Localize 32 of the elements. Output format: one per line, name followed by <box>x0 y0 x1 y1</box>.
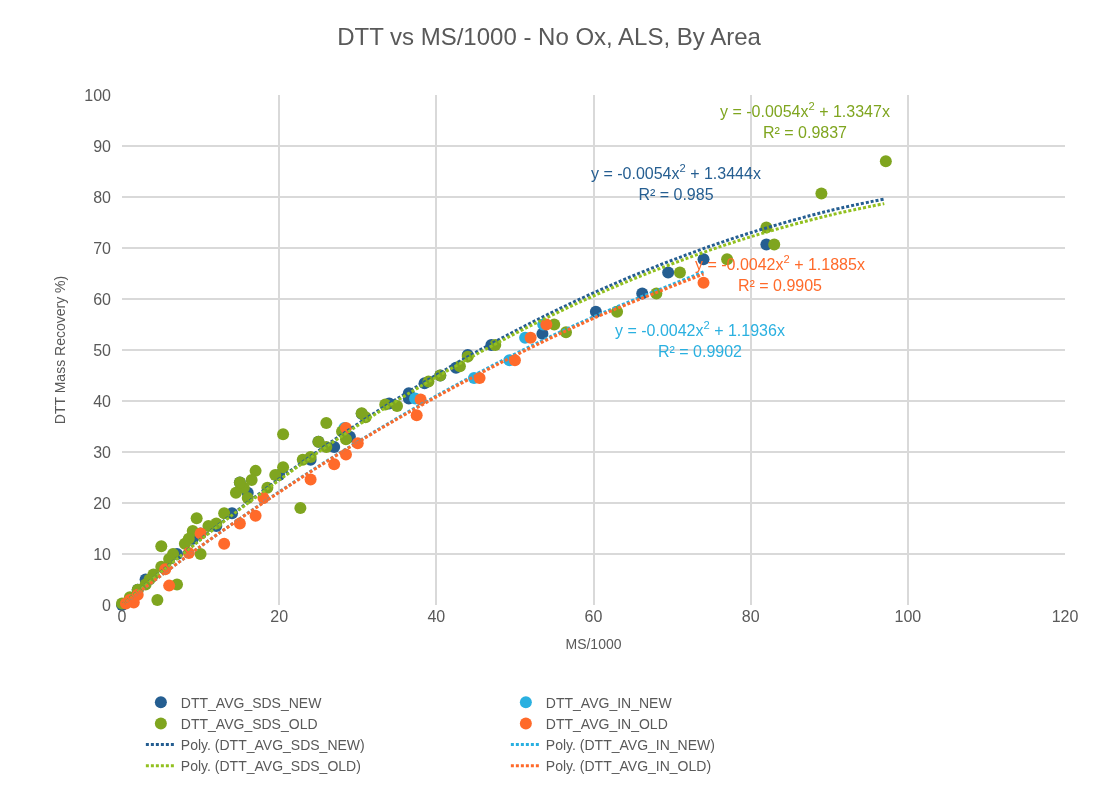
y-tick-label: 70 <box>93 239 112 257</box>
legend-label: DTT_AVG_SDS_OLD <box>180 715 318 732</box>
legend-label: Poly. (DTT_AVG_SDS_OLD) <box>180 758 361 775</box>
x-tick-label: 20 <box>270 608 289 625</box>
y-tick-label: 50 <box>93 341 112 359</box>
legend-label: DTT_AVG_SDS_NEW <box>180 694 323 711</box>
annotation: y = -0.0042x$^{2}$ + 1.1936x R² = 0.9902 <box>615 319 785 360</box>
x-tick-label: 40 <box>427 608 446 625</box>
annotation: y = -0.0054x$^{2}$ + 1.3347x R² = 0.9837 <box>720 100 890 141</box>
y-tick-label: 100 <box>84 86 112 104</box>
legend-label: DTT_AVG_IN_NEW <box>545 694 673 711</box>
legend-label: Poly. (DTT_AVG_IN_OLD) <box>545 758 712 775</box>
y-tick-label: 20 <box>93 494 112 512</box>
legend-label: DTT_AVG_IN_OLD <box>545 715 668 732</box>
y-tick-label: 40 <box>93 392 112 410</box>
legend-label: Poly. (DTT_AVG_IN_NEW) <box>545 737 715 754</box>
chart-title: DTT vs MS/1000 - No Ox, ALS, By Area <box>337 22 762 50</box>
y-axis-title: DTT Mass Recovery %) <box>51 275 68 425</box>
y-tick-label: 60 <box>93 290 112 308</box>
y-tick-label: 90 <box>93 137 112 155</box>
y-tick-label: 80 <box>93 188 112 206</box>
y-tick-label: 0 <box>102 596 112 614</box>
x-tick-label: 120 <box>1051 608 1079 625</box>
x-tick-label: 80 <box>741 608 760 625</box>
legend-label: Poly. (DTT_AVG_SDS_NEW) <box>180 737 365 754</box>
x-axis-title: MS/1000 <box>565 636 622 653</box>
x-tick-label: 60 <box>584 608 603 625</box>
y-tick-label: 30 <box>93 443 112 461</box>
annotation: y = -0.0054x$^{2}$ + 1.3444x R² = 0.985 <box>591 162 761 203</box>
x-tick-label: 100 <box>894 608 922 625</box>
x-tick-label: 0 <box>117 608 127 625</box>
y-tick-label: 10 <box>93 545 112 563</box>
